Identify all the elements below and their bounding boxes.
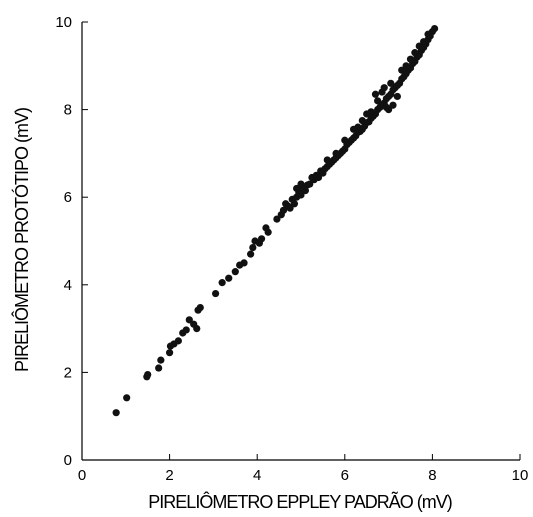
x-tick-label: 0: [78, 467, 86, 484]
x-tick-label: 2: [165, 467, 173, 484]
data-point: [231, 268, 239, 276]
data-point: [301, 187, 309, 195]
data-point: [279, 206, 288, 214]
x-tick-label: 4: [253, 467, 261, 484]
data-point: [112, 409, 120, 417]
y-axis-title: PIRELIÔMETRO PROTÓTIPO (mV): [11, 108, 32, 372]
data-point: [247, 250, 255, 258]
data-point: [325, 160, 334, 168]
data-point: [420, 38, 428, 46]
data-point: [297, 191, 305, 199]
x-axis-title: PIRELIÔMETRO EPPLEY PADRÃO (mV): [148, 491, 451, 512]
data-point: [182, 326, 190, 334]
y-tick-label: 0: [64, 452, 72, 469]
data-point: [332, 149, 340, 157]
ticks: 0 2 4 6 8 10 0 2 4 6 8 10: [55, 14, 528, 484]
data-point: [398, 66, 406, 74]
data-points: [112, 24, 439, 417]
data-point: [193, 325, 201, 333]
data-point: [273, 215, 281, 223]
data-point: [402, 62, 410, 70]
data-point: [382, 103, 391, 112]
y-tick-label: 6: [64, 189, 72, 206]
data-point: [314, 173, 323, 182]
data-point: [257, 235, 266, 243]
data-point: [389, 101, 397, 109]
data-point: [157, 356, 165, 364]
data-point: [358, 116, 366, 125]
data-point: [282, 200, 290, 208]
data-point: [290, 200, 299, 208]
data-point: [411, 49, 419, 57]
data-point: [393, 92, 401, 101]
x-tick-label: 10: [512, 467, 529, 484]
data-point: [211, 289, 220, 298]
data-point: [415, 42, 423, 50]
data-point: [371, 90, 380, 98]
data-point: [380, 84, 388, 92]
data-point: [424, 30, 432, 38]
data-point: [374, 97, 382, 105]
data-point: [430, 24, 439, 33]
data-point: [406, 55, 415, 63]
data-point: [155, 364, 163, 372]
data-point: [240, 259, 248, 267]
data-point: [218, 279, 226, 287]
y-tick-label: 2: [64, 364, 72, 381]
data-point: [308, 173, 316, 182]
data-point: [363, 110, 371, 118]
x-tick-label: 8: [428, 467, 436, 484]
data-point: [341, 136, 349, 144]
data-point: [306, 180, 314, 188]
data-point: [297, 180, 305, 188]
data-point: [349, 125, 358, 133]
data-point: [264, 228, 272, 236]
data-point: [123, 394, 131, 402]
y-tick-label: 8: [64, 102, 72, 119]
data-point: [144, 370, 152, 379]
data-point: [225, 274, 233, 282]
data-point: [286, 204, 294, 212]
data-point: [293, 184, 301, 193]
y-tick-label: 4: [64, 277, 72, 294]
data-point: [174, 337, 182, 345]
data-point: [185, 316, 193, 324]
data-point: [166, 349, 174, 357]
y-tick-label: 10: [55, 14, 72, 31]
data-point: [196, 303, 204, 312]
data-point: [249, 243, 257, 252]
x-tick-label: 6: [341, 467, 349, 484]
data-point: [387, 79, 395, 87]
axes: [81, 22, 520, 461]
